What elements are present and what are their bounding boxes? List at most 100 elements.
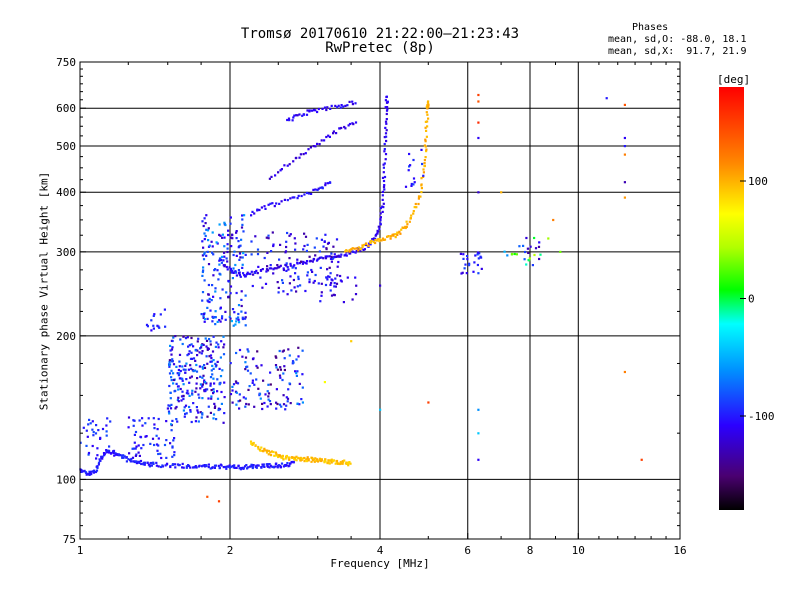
trace-point: [277, 171, 280, 174]
cluster-point: [240, 310, 243, 313]
trace-point: [381, 194, 384, 197]
cluster-point: [200, 346, 203, 349]
trace-point: [384, 120, 388, 123]
trace-point: [369, 241, 372, 244]
trace-point: [97, 461, 101, 464]
cluster-point: [171, 455, 174, 458]
trace-point: [341, 462, 344, 465]
trace-point: [379, 219, 382, 222]
trace-point: [379, 212, 382, 215]
cluster-point: [298, 403, 301, 406]
cluster-point: [222, 346, 225, 349]
cluster-point: [194, 390, 197, 393]
trace-point: [230, 465, 233, 468]
cluster-point: [329, 283, 332, 286]
trace-point: [230, 271, 233, 274]
cluster-point: [201, 270, 204, 274]
cluster-point: [91, 420, 94, 423]
trace-point: [293, 456, 296, 459]
cluster-point: [247, 350, 250, 353]
cluster-point: [160, 456, 163, 460]
cluster-point: [235, 320, 238, 323]
colorbar-ticks: -100 0 100: [740, 175, 775, 423]
cluster-point: [283, 368, 286, 372]
cluster-point: [200, 416, 203, 419]
cluster-point: [205, 382, 208, 385]
trace-point: [334, 462, 337, 465]
trace-point: [159, 465, 163, 469]
trace-point: [280, 200, 283, 203]
cluster-point: [528, 257, 531, 260]
trace-point: [335, 132, 338, 135]
cluster-point: [299, 284, 302, 287]
cluster-point: [211, 284, 214, 287]
cluster-point: [169, 397, 172, 400]
trace-point: [293, 114, 296, 117]
cluster-point: [226, 260, 229, 263]
cluster-point: [324, 233, 327, 236]
cluster-point: [284, 408, 287, 411]
trace-point: [224, 465, 227, 468]
cluster-point: [259, 397, 262, 400]
trace-point: [338, 127, 341, 130]
cluster-point: [241, 263, 244, 266]
trace-point: [385, 122, 388, 125]
trace-point: [284, 457, 287, 460]
cluster-point: [205, 339, 209, 342]
cluster-point: [282, 290, 285, 293]
trace-point: [424, 156, 427, 159]
cluster-point: [87, 453, 90, 456]
cluster-point: [212, 390, 215, 393]
cluster-point: [235, 391, 238, 394]
cluster-point: [177, 374, 180, 377]
trace-point: [269, 464, 272, 467]
cluster-point: [265, 236, 268, 239]
cluster-point: [257, 265, 260, 268]
trace-point: [317, 187, 320, 190]
cluster-point: [281, 279, 284, 282]
cluster-point: [87, 451, 91, 455]
cluster-point: [95, 457, 98, 460]
trace-point: [278, 202, 281, 205]
cluster-point: [168, 384, 171, 388]
trace-point: [384, 99, 387, 102]
trace-point: [336, 106, 339, 109]
cluster-point: [170, 353, 173, 356]
trace-point: [295, 459, 298, 462]
trace-point: [319, 256, 322, 259]
trace-point: [155, 464, 158, 467]
cluster-point: [282, 372, 285, 375]
cluster-point: [312, 281, 315, 284]
trace-point: [426, 120, 429, 123]
trace-point: [299, 153, 302, 156]
cluster-point: [231, 237, 234, 240]
cluster-point: [127, 416, 131, 419]
trace-point: [423, 162, 426, 165]
cluster-point: [244, 311, 247, 314]
cluster-point: [291, 266, 294, 269]
trace-point: [228, 464, 231, 467]
trace-point: [316, 460, 320, 463]
trace-point: [150, 461, 153, 465]
trace-point: [275, 452, 278, 455]
cluster-point: [105, 424, 108, 427]
cluster-point: [240, 226, 244, 229]
trace-point: [354, 121, 358, 124]
cluster-point: [274, 364, 278, 367]
trace-point: [361, 245, 364, 248]
trace-point: [327, 459, 330, 462]
cluster-point: [244, 356, 248, 359]
trace-point: [303, 460, 306, 463]
trace-point: [225, 265, 228, 269]
cluster-point: [296, 258, 299, 261]
trace-point: [423, 164, 426, 167]
cluster-point: [313, 279, 316, 283]
trace-point: [347, 124, 350, 127]
cluster-point: [203, 379, 206, 382]
cluster-point: [170, 348, 174, 351]
cluster-point: [198, 396, 201, 399]
isolated-point: [605, 97, 608, 100]
trace-point: [319, 186, 322, 189]
cluster-point: [245, 402, 248, 406]
trace-point: [298, 113, 301, 116]
